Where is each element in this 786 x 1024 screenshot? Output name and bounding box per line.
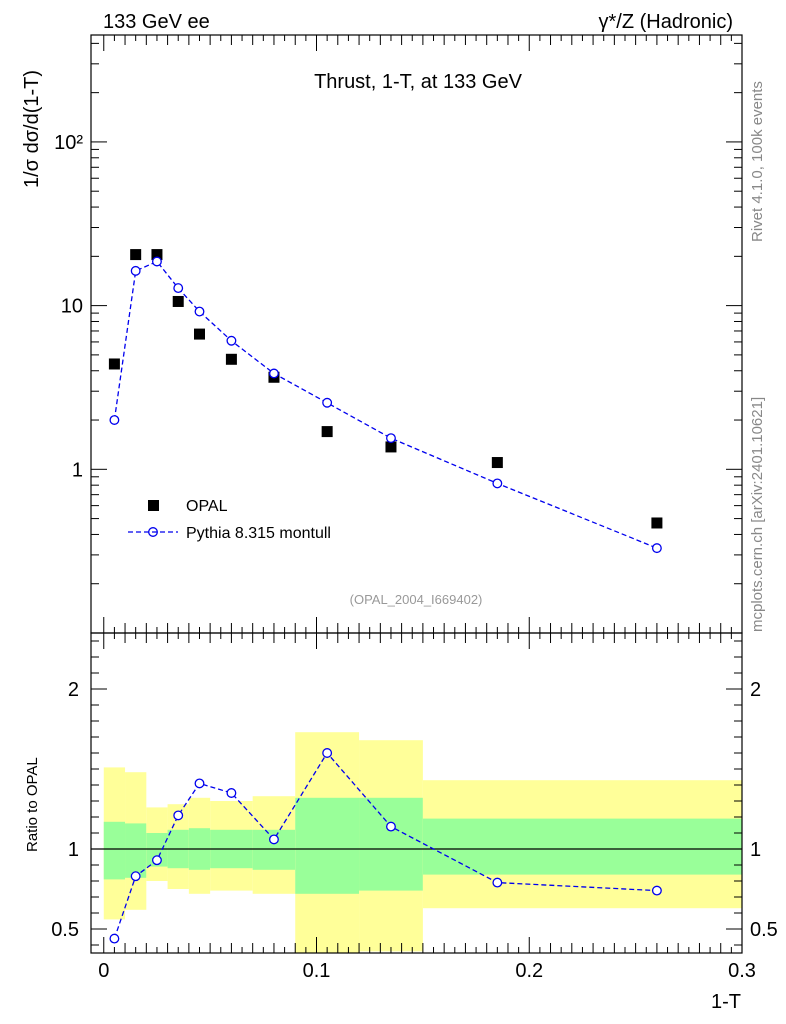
main-panel: 1 10 10² Thrust, 1-T, at 133 GeV 1/σ dσ/d(… bbox=[21, 34, 743, 634]
ratio-point bbox=[152, 855, 162, 866]
legend-mc-marker bbox=[148, 527, 158, 537]
ratio-point bbox=[492, 877, 503, 888]
ratio-panel-frame bbox=[90, 632, 743, 954]
x-tick-label: 0 bbox=[98, 960, 109, 982]
mc-point bbox=[173, 283, 184, 294]
x-tick-labels: 0 0.1 0.2 0.3 bbox=[98, 960, 756, 982]
main-y-tick-labels: 1 10 10² bbox=[54, 132, 83, 481]
ratio-point bbox=[269, 834, 279, 845]
plot-title: Thrust, 1-T, at 133 GeV bbox=[314, 71, 523, 93]
ratio-y-tick-label: 1 bbox=[68, 839, 79, 861]
mc-point bbox=[109, 415, 120, 425]
y-tick-label: 10 bbox=[61, 296, 83, 318]
data-point bbox=[385, 441, 397, 453]
ratio-y-axis-label: Ratio to OPAL bbox=[24, 757, 41, 852]
data-point bbox=[194, 328, 205, 340]
data-points bbox=[108, 249, 663, 529]
mc-point bbox=[130, 265, 141, 276]
y-tick-label: 1 bbox=[72, 459, 83, 481]
ratio-axis-ticks bbox=[91, 633, 743, 953]
data-point bbox=[321, 426, 333, 438]
ratio-point bbox=[386, 821, 396, 832]
header-right: γ*/Z (Hadronic) bbox=[599, 11, 733, 33]
x-axis-label: 1-T bbox=[711, 991, 741, 1013]
band-inner bbox=[146, 833, 168, 867]
x-tick-label: 0.1 bbox=[303, 960, 331, 982]
header-left: 133 GeV ee bbox=[103, 11, 210, 33]
ratio-series-line bbox=[113, 751, 657, 939]
data-point bbox=[225, 353, 237, 365]
ratio-y-tick-label: 2 bbox=[68, 679, 79, 701]
main-axis-ticks bbox=[91, 35, 743, 634]
ratio-point bbox=[651, 885, 662, 896]
mc-point bbox=[152, 256, 162, 267]
ratio-y-tick-label-right: 2 bbox=[750, 679, 761, 701]
data-point bbox=[151, 249, 163, 261]
mc-point bbox=[269, 368, 279, 379]
band-inner bbox=[103, 821, 126, 880]
mc-point bbox=[194, 306, 205, 317]
mc-point bbox=[651, 543, 662, 554]
band-inner bbox=[295, 797, 360, 894]
ratio-y-tick-labels: 0.5 0.5 1 1 2 2 bbox=[51, 679, 778, 941]
x-tick-label: 0.3 bbox=[728, 960, 756, 982]
band-inner bbox=[422, 818, 742, 875]
ratio-y-tick-label-right: 1 bbox=[750, 839, 761, 861]
data-point bbox=[108, 358, 120, 370]
ratio-y-tick-label-right: 0.5 bbox=[750, 919, 778, 941]
mc-point bbox=[226, 335, 237, 346]
ratio-point bbox=[109, 933, 120, 944]
uncertainty-bands bbox=[103, 732, 742, 953]
main-y-axis-label: 1/σ dσ/d(1-T) bbox=[21, 70, 43, 188]
y-tick-label: 10² bbox=[54, 132, 83, 154]
legend-data-marker bbox=[148, 500, 159, 511]
data-point bbox=[130, 249, 142, 261]
ratio-point bbox=[226, 788, 237, 798]
ratio-point bbox=[130, 871, 141, 882]
ratio-point bbox=[173, 810, 184, 821]
mc-point bbox=[386, 433, 396, 444]
x-tick-label: 0.2 bbox=[515, 960, 543, 982]
band-inner bbox=[125, 823, 147, 878]
ratio-point bbox=[322, 748, 333, 758]
data-point bbox=[651, 517, 663, 529]
ratio-y-tick-label: 0.5 bbox=[51, 919, 79, 941]
data-point bbox=[172, 295, 184, 307]
band-inner bbox=[359, 797, 423, 891]
ratio-point bbox=[194, 778, 205, 789]
legend-mc-label: Pythia 8.315 montull bbox=[186, 525, 331, 542]
mc-point bbox=[492, 478, 503, 489]
side-text-bottom: mcplots.cern.ch [arXiv:2401.10621] bbox=[749, 397, 766, 632]
mc-point bbox=[322, 397, 333, 408]
side-text-top: Rivet 4.1.0, 100k events bbox=[749, 81, 766, 242]
ratio-points bbox=[109, 748, 662, 944]
data-point bbox=[491, 457, 503, 469]
legend-data-label: OPAL bbox=[186, 498, 228, 515]
ratio-panel: 0.5 0.5 1 1 2 2 0 0.1 0.2 0.3 Ratio to OPAL 1-T bbox=[24, 632, 778, 1013]
legend: OPAL Pythia 8.315 montull bbox=[128, 498, 331, 542]
mc-points bbox=[109, 256, 662, 554]
analysis-tag: (OPAL_2004_I669402) bbox=[350, 592, 483, 607]
